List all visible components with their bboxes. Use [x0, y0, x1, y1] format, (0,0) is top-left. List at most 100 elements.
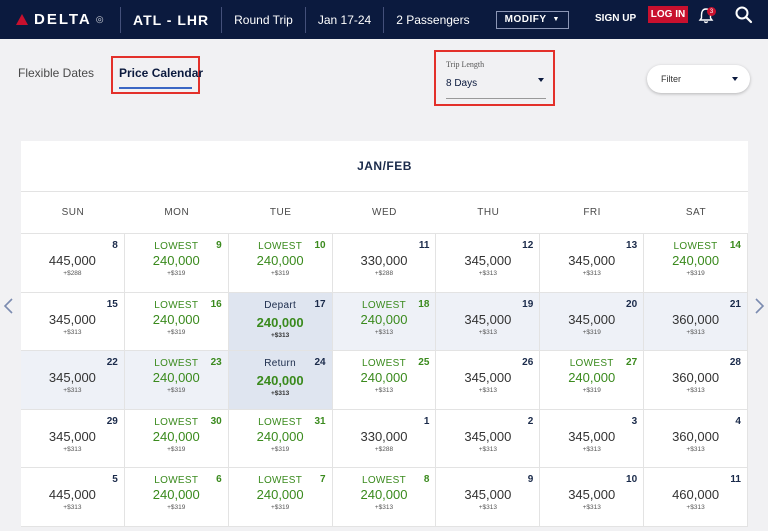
calendar-day-cell[interactable]: 5 445,000 +$313 [21, 468, 125, 527]
calendar-day-cell[interactable]: 9 345,000 +$313 [436, 468, 541, 527]
taxes-fees: +$313 [686, 445, 705, 453]
taxes-fees: +$313 [582, 270, 601, 277]
select-underline [446, 98, 546, 99]
miles-price: 240,000 [568, 370, 616, 386]
taxes-fees: +$313 [478, 445, 497, 453]
calendar-day-cell[interactable]: 9 LOWEST 240,000 +$319 [124, 234, 229, 293]
trip-leg-label: Depart [264, 299, 297, 311]
globe-icon: ◎ [95, 14, 104, 24]
logo-text: DELTA [34, 11, 92, 28]
calendar-day-cell[interactable]: 2 345,000 +$313 [436, 409, 541, 469]
caret-down-icon[interactable] [538, 78, 544, 82]
miles-price: 240,000 [360, 370, 408, 386]
miles-price: 345,000 [48, 370, 96, 386]
calendar-day-cell[interactable]: 11 460,000 +$313 [644, 468, 748, 527]
calendar-day-cell[interactable]: 6 LOWEST 240,000 +$319 [124, 468, 229, 527]
calendar-day-cell[interactable]: 22 345,000 +$313 [21, 351, 125, 410]
divider [120, 6, 121, 33]
calendar-day-cell[interactable]: 8 LOWEST 240,000 +$313 [332, 468, 437, 527]
calendar-day-cell[interactable]: 20 345,000 +$319 [540, 292, 645, 352]
tab-price-calendar[interactable]: Price Calendar [119, 66, 204, 80]
caret-down-icon[interactable] [732, 77, 738, 81]
next-arrow-icon[interactable] [754, 297, 766, 315]
miles-price: 240,000 [360, 311, 408, 327]
signup-link[interactable]: SIGN UP [595, 13, 637, 24]
calendar-day-cell[interactable]: 10 LOWEST 240,000 +$319 [228, 234, 333, 293]
calendar-day-cell[interactable]: 30 LOWEST 240,000 +$319 [124, 409, 229, 469]
trip-type-label: Round Trip [234, 12, 293, 27]
calendar-day-cell[interactable]: 29 345,000 +$313 [21, 409, 125, 469]
modify-label: MODIFY [504, 14, 547, 25]
miles-price: 240,000 [152, 253, 200, 268]
day-number: 13 [626, 240, 638, 251]
calendar-day-cell[interactable]: 7 LOWEST 240,000 +$319 [228, 468, 333, 527]
calendar-day-cell[interactable]: 16 LOWEST 240,000 +$319 [124, 292, 229, 352]
calendar-day-cell[interactable]: 27 LOWEST 240,000 +$319 [540, 351, 645, 410]
taxes-fees: +$313 [63, 445, 82, 453]
weekday-label: SUN [61, 207, 85, 218]
route-label: ATL - LHR [133, 11, 210, 28]
tab-flexible-dates[interactable]: Flexible Dates [18, 66, 95, 80]
lowest-badge: LOWEST [361, 358, 406, 370]
miles-price: 240,000 [256, 428, 304, 444]
miles-price: 345,000 [464, 253, 512, 268]
calendar-day-cell[interactable]: 14 LOWEST 240,000 +$319 [644, 234, 748, 293]
calendar-day-cell[interactable]: 13 345,000 +$313 [540, 234, 645, 293]
lowest-badge: LOWEST [673, 241, 718, 252]
lowest-badge: LOWEST [258, 241, 303, 252]
calendar-day-cell[interactable]: 23 LOWEST 240,000 +$319 [124, 351, 229, 410]
trip-length-select[interactable]: 8 Days [446, 78, 478, 89]
calendar-day-cell[interactable]: 18 LOWEST 240,000 +$313 [332, 292, 437, 352]
calendar-day-cell[interactable]: 31 LOWEST 240,000 +$319 [228, 409, 333, 469]
calendar-day-cell[interactable]: 25 LOWEST 240,000 +$313 [332, 351, 437, 410]
trip-leg-label: Return [264, 358, 297, 370]
calendar-grid: 8 445,000 +$288 9 LOWEST 240,000 +$319 10 LOWEST… [21, 233, 748, 527]
previous-arrow-icon[interactable] [2, 297, 14, 315]
day-number: 19 [522, 298, 534, 310]
calendar-day-cell[interactable]: 26 345,000 +$313 [436, 351, 541, 410]
calendar-day-cell[interactable]: 19 345,000 +$313 [436, 292, 541, 352]
calendar-day-cell[interactable]: 28 360,000 +$313 [644, 351, 748, 410]
calendar-day-cell[interactable]: 8 445,000 +$288 [21, 234, 125, 293]
calendar-day-cell[interactable]: 24 Return 240,000 +$313 [228, 351, 333, 410]
taxes-fees: +$288 [374, 445, 394, 453]
day-number: 8 [112, 240, 118, 251]
calendar-day-cell[interactable]: 3 345,000 +$313 [540, 409, 645, 469]
miles-price: 240,000 [152, 487, 200, 503]
calendar-month-title: JAN/FEB [21, 141, 748, 192]
calendar-day-cell[interactable]: 15 345,000 +$313 [21, 292, 125, 352]
calendar-day-cell[interactable]: 10 345,000 +$313 [540, 468, 645, 527]
calendar-day-cell[interactable]: 12 345,000 +$313 [436, 234, 541, 293]
day-number: 29 [106, 415, 118, 427]
search-icon[interactable] [734, 5, 754, 25]
day-number: 20 [626, 298, 638, 310]
taxes-fees: +$319 [582, 387, 601, 395]
taxes-fees: +$313 [686, 504, 705, 512]
taxes-fees: +$313 [478, 270, 497, 277]
lowest-badge: LOWEST [154, 299, 199, 311]
day-number: 22 [106, 357, 118, 369]
lowest-badge: LOWEST [258, 416, 303, 428]
miles-price: 240,000 [256, 487, 304, 503]
login-button[interactable]: LOG IN [648, 6, 688, 23]
dates-label: Jan 17-24 [317, 12, 372, 27]
calendar-day-cell[interactable]: 21 360,000 +$313 [644, 292, 748, 352]
miles-price: 460,000 [672, 487, 720, 503]
miles-price: 345,000 [568, 428, 616, 444]
calendar-day-cell[interactable]: 17 Depart 240,000 +$313 [228, 292, 333, 352]
day-number: 9 [216, 240, 222, 251]
delta-logo[interactable]: DELTA ◎ [0, 0, 120, 39]
day-number: 24 [314, 357, 326, 369]
day-number: 10 [626, 474, 638, 486]
miles-price: 345,000 [464, 370, 512, 386]
modify-button[interactable]: MODIFY ▼ [495, 10, 569, 29]
day-number: 11 [418, 240, 430, 251]
day-number: 2 [527, 415, 534, 427]
day-number: 30 [210, 415, 222, 427]
calendar-day-cell[interactable]: 1 330,000 +$288 [332, 409, 437, 469]
taxes-fees: +$319 [271, 504, 290, 512]
calendar-day-cell[interactable]: 4 360,000 +$313 [644, 409, 748, 469]
miles-price: 240,000 [256, 253, 304, 268]
calendar-day-cell[interactable]: 11 330,000 +$288 [332, 234, 437, 293]
price-calendar: JAN/FEB SUN MON TUE WED THU FRI SAT 8 445,000 +$… [21, 141, 748, 527]
